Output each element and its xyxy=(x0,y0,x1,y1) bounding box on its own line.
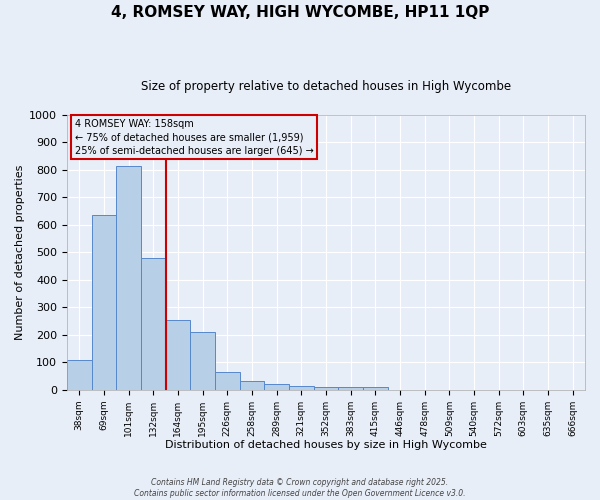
Text: 4, ROMSEY WAY, HIGH WYCOMBE, HP11 1QP: 4, ROMSEY WAY, HIGH WYCOMBE, HP11 1QP xyxy=(111,5,489,20)
Title: Size of property relative to detached houses in High Wycombe: Size of property relative to detached ho… xyxy=(141,80,511,93)
Bar xyxy=(166,320,190,390)
Bar xyxy=(92,216,116,390)
Bar xyxy=(264,384,289,390)
Y-axis label: Number of detached properties: Number of detached properties xyxy=(15,164,25,340)
Bar xyxy=(239,382,264,390)
X-axis label: Distribution of detached houses by size in High Wycombe: Distribution of detached houses by size … xyxy=(165,440,487,450)
Text: 4 ROMSEY WAY: 158sqm
← 75% of detached houses are smaller (1,959)
25% of semi-de: 4 ROMSEY WAY: 158sqm ← 75% of detached h… xyxy=(74,119,313,156)
Bar xyxy=(215,372,239,390)
Bar xyxy=(141,258,166,390)
Bar xyxy=(338,387,363,390)
Bar xyxy=(289,386,314,390)
Text: Contains HM Land Registry data © Crown copyright and database right 2025.
Contai: Contains HM Land Registry data © Crown c… xyxy=(134,478,466,498)
Bar xyxy=(190,332,215,390)
Bar xyxy=(67,360,92,390)
Bar xyxy=(314,387,338,390)
Bar xyxy=(363,387,388,390)
Bar xyxy=(116,166,141,390)
